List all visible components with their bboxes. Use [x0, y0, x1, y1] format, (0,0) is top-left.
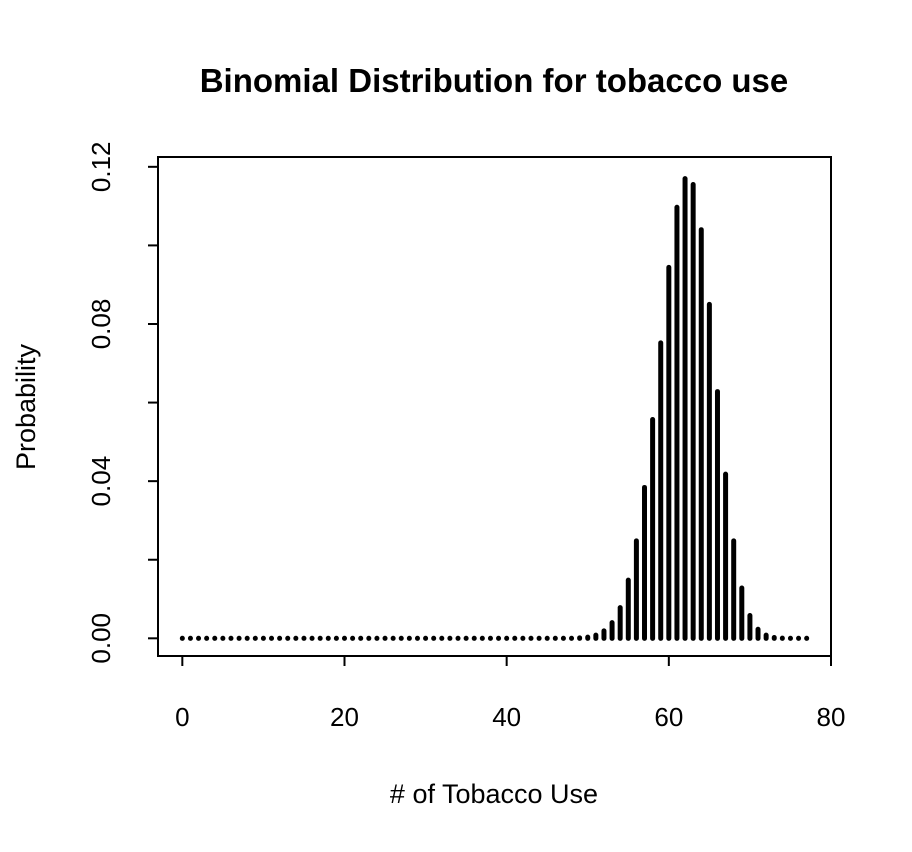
x-tick-label-40: 40 — [492, 702, 521, 732]
y-tick-label-2: 0.04 — [86, 456, 116, 507]
chart-title: Binomial Distribution for tobacco use — [200, 62, 789, 99]
y-tick-label-0: 0.00 — [86, 613, 116, 664]
x-tick-label-80: 80 — [817, 702, 846, 732]
y-axis: 0.00 0.04 0.08 0.12 — [86, 142, 159, 664]
x-axis: 0 20 40 60 80 — [175, 655, 846, 732]
y-axis-label: Probability — [11, 343, 41, 470]
plot-frame — [157, 156, 832, 657]
y-tick-label-6: 0.12 — [86, 142, 116, 193]
x-tick-label-60: 60 — [654, 702, 683, 732]
x-axis-label: # of Tobacco Use — [390, 779, 598, 809]
x-tick-label-0: 0 — [175, 702, 189, 732]
x-tick-label-20: 20 — [330, 702, 359, 732]
y-tick-label-4: 0.08 — [86, 299, 116, 350]
bars-group — [179, 176, 810, 641]
